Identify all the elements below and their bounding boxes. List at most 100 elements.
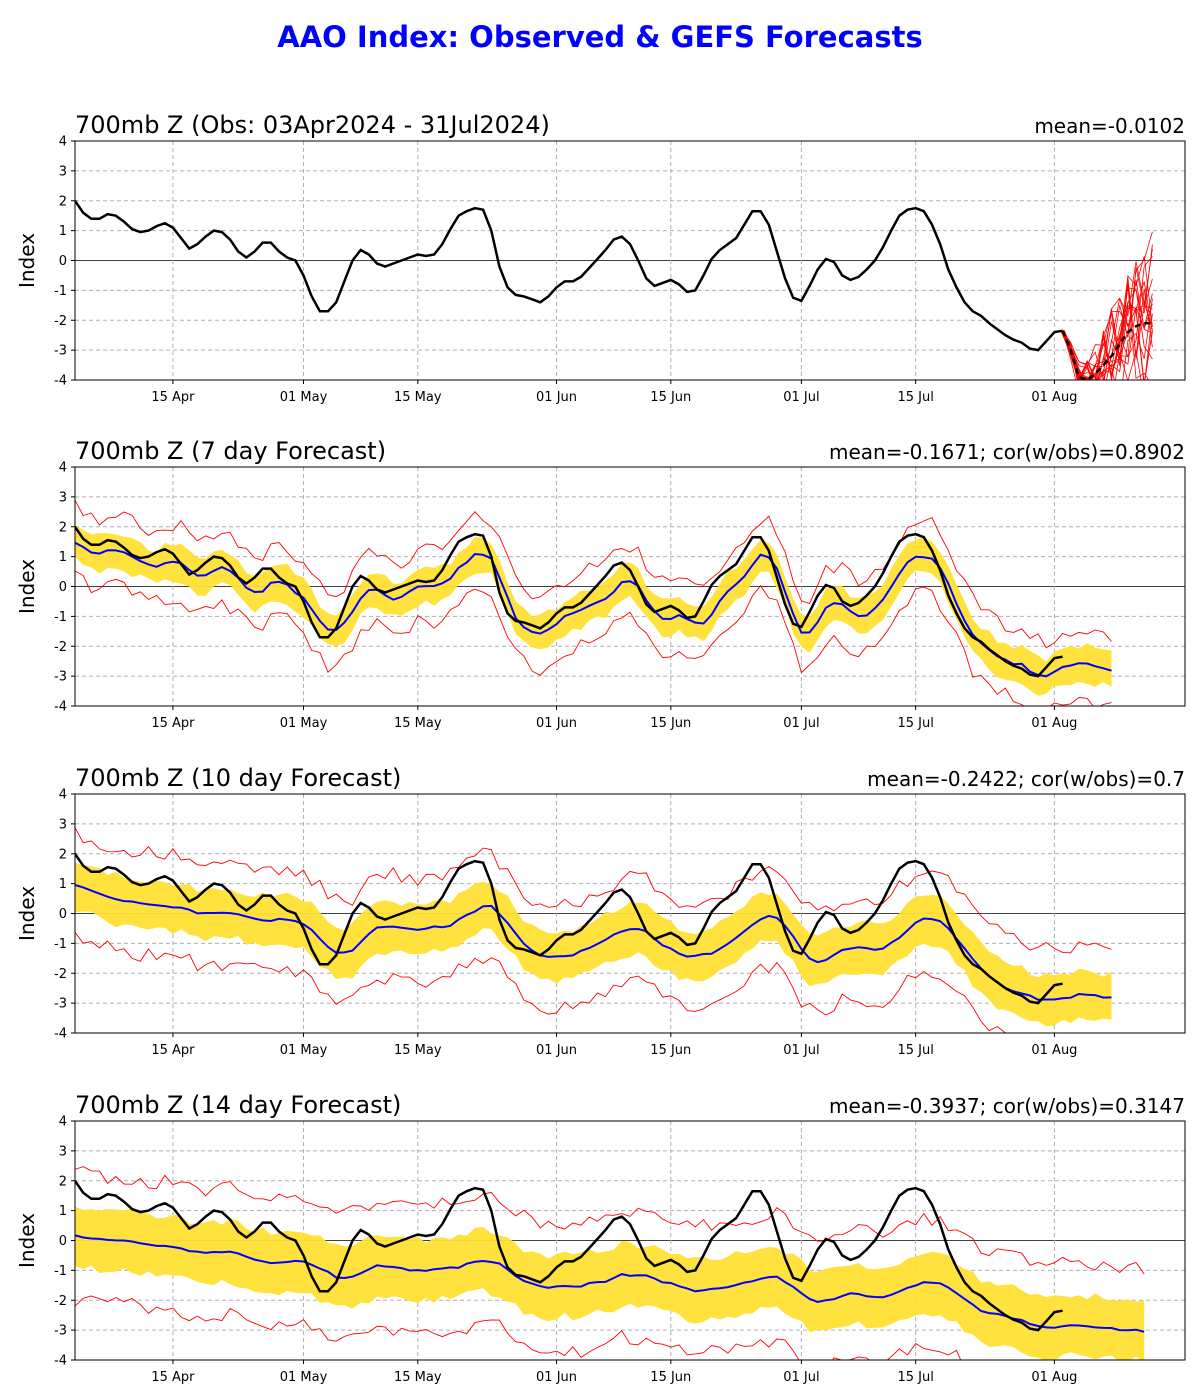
x-tick-label: 01 Jun xyxy=(536,716,577,731)
plot-area xyxy=(75,200,1153,380)
y-tick-label: 0 xyxy=(59,580,67,595)
x-tick-label: 15 Jul xyxy=(897,716,933,731)
observed-line xyxy=(75,1180,1063,1332)
x-tick-label: 01 May xyxy=(280,390,328,405)
x-tick-label: 15 Jun xyxy=(650,716,691,731)
x-tick-label: 01 Jul xyxy=(783,1370,819,1385)
panel-title: 700mb Z (10 day Forecast) xyxy=(75,764,401,792)
ensemble-max-line xyxy=(75,1166,1145,1275)
panel-stats: mean=-0.2422; cor(w/obs)=0.7 xyxy=(867,767,1185,791)
y-tick-label: 2 xyxy=(59,847,67,862)
panel-stats: mean=-0.0102 xyxy=(1034,114,1185,138)
panel-4: 700mb Z (14 day Forecast) mean=-0.3937; c… xyxy=(15,1091,1186,1385)
y-tick-label: 4 xyxy=(59,788,67,803)
y-tick-label: -3 xyxy=(54,1324,67,1339)
x-tick-label: 01 May xyxy=(280,716,328,731)
ensemble-max-line xyxy=(75,500,1112,649)
y-tick-label: 2 xyxy=(59,194,67,209)
y-tick-label: -2 xyxy=(54,1294,67,1309)
plot-frame xyxy=(74,140,1186,381)
x-tick-label: 15 Jun xyxy=(650,390,691,405)
figure-title: AAO Index: Observed & GEFS Forecasts xyxy=(277,20,923,54)
y-tick-label: 1 xyxy=(59,224,67,239)
y-tick-label: -3 xyxy=(54,997,67,1012)
y-tick-label: -1 xyxy=(54,284,67,299)
panel-title: 700mb Z (14 day Forecast) xyxy=(75,1091,401,1119)
x-tick-label: 15 Jul xyxy=(897,390,933,405)
y-tick-label: 4 xyxy=(59,135,67,150)
ensemble-min-line xyxy=(75,1295,962,1360)
observed-line xyxy=(75,200,1063,352)
plot-frame xyxy=(74,793,1186,1034)
y-tick-label: 2 xyxy=(59,520,67,535)
y-tick-label: -3 xyxy=(54,344,67,359)
panel-3: 700mb Z (10 day Forecast) mean=-0.2422; c… xyxy=(15,764,1186,1058)
ensemble-min-line xyxy=(75,570,1112,706)
y-tick-label: 4 xyxy=(59,1115,67,1130)
plot-area xyxy=(75,1166,1145,1360)
ensemble-spread-band xyxy=(75,1206,1145,1360)
y-tick-label: -2 xyxy=(54,314,67,329)
y-tick-label: -4 xyxy=(54,1027,67,1042)
panel-title: 700mb Z (Obs: 03Apr2024 - 31Jul2024) xyxy=(75,111,550,139)
y-tick-label: 4 xyxy=(59,461,67,476)
x-tick-label: 01 Jun xyxy=(536,1043,577,1058)
x-tick-label: 15 May xyxy=(394,1370,442,1385)
panel-stats: mean=-0.3937; cor(w/obs)=0.3147 xyxy=(829,1094,1185,1118)
x-tick-label: 01 Aug xyxy=(1031,1043,1077,1058)
x-tick-label: 01 Jul xyxy=(783,390,819,405)
forecast-mean-line xyxy=(1061,321,1153,380)
y-axis-label: Index xyxy=(15,886,39,941)
forecast-member-line xyxy=(1062,330,1142,380)
y-tick-label: 3 xyxy=(59,1144,67,1159)
y-tick-label: 1 xyxy=(59,1204,67,1219)
y-tick-label: -1 xyxy=(54,1264,67,1279)
plot-area xyxy=(75,827,1112,1033)
plot-area xyxy=(75,500,1112,706)
x-tick-label: 15 Jul xyxy=(897,1370,933,1385)
y-tick-label: 0 xyxy=(59,254,67,269)
y-tick-label: 3 xyxy=(59,490,67,505)
y-axis-label: Index xyxy=(15,559,39,614)
y-tick-label: -4 xyxy=(54,700,67,715)
x-tick-label: 01 Jul xyxy=(783,1043,819,1058)
x-tick-label: 15 May xyxy=(394,390,442,405)
y-tick-label: -2 xyxy=(54,967,67,982)
plot-frame xyxy=(74,1120,1186,1361)
y-tick-label: 3 xyxy=(59,164,67,179)
x-tick-label: 01 Aug xyxy=(1031,390,1077,405)
x-tick-label: 15 Jul xyxy=(897,1043,933,1058)
panel-title: 700mb Z (7 day Forecast) xyxy=(75,437,386,465)
observed-line xyxy=(75,526,1063,678)
panel-1: 700mb Z (Obs: 03Apr2024 - 31Jul2024) mean… xyxy=(15,111,1186,405)
y-tick-label: 0 xyxy=(59,1234,67,1249)
forecast-member-line xyxy=(1062,305,1153,380)
y-axis-label: Index xyxy=(15,233,39,288)
y-tick-label: -2 xyxy=(54,640,67,655)
ensemble-spread-band xyxy=(75,525,1112,696)
x-tick-label: 15 Apr xyxy=(151,716,195,731)
y-tick-label: -1 xyxy=(54,937,67,952)
x-tick-label: 15 Apr xyxy=(151,390,195,405)
ensemble-mean-line xyxy=(75,1234,1145,1333)
y-axis-label: Index xyxy=(15,1213,39,1268)
y-tick-label: -4 xyxy=(54,1354,67,1369)
y-tick-label: -4 xyxy=(54,374,67,389)
x-tick-label: 15 Apr xyxy=(151,1043,195,1058)
x-tick-label: 15 May xyxy=(394,716,442,731)
forecast-member-line xyxy=(1062,303,1153,380)
plot-frame xyxy=(74,466,1186,707)
y-tick-label: -3 xyxy=(54,670,67,685)
x-tick-label: 15 Apr xyxy=(151,1370,195,1385)
x-tick-label: 01 May xyxy=(280,1370,328,1385)
panel-2: 700mb Z (7 day Forecast) mean=-0.1671; co… xyxy=(15,437,1186,731)
x-tick-label: 01 Jun xyxy=(536,1370,577,1385)
y-tick-label: 3 xyxy=(59,817,67,832)
x-tick-label: 15 Jun xyxy=(650,1370,691,1385)
x-tick-label: 01 Aug xyxy=(1031,1370,1077,1385)
x-tick-label: 15 Jun xyxy=(650,1043,691,1058)
y-tick-label: 1 xyxy=(59,877,67,892)
y-tick-label: -1 xyxy=(54,610,67,625)
x-tick-label: 01 May xyxy=(280,1043,328,1058)
